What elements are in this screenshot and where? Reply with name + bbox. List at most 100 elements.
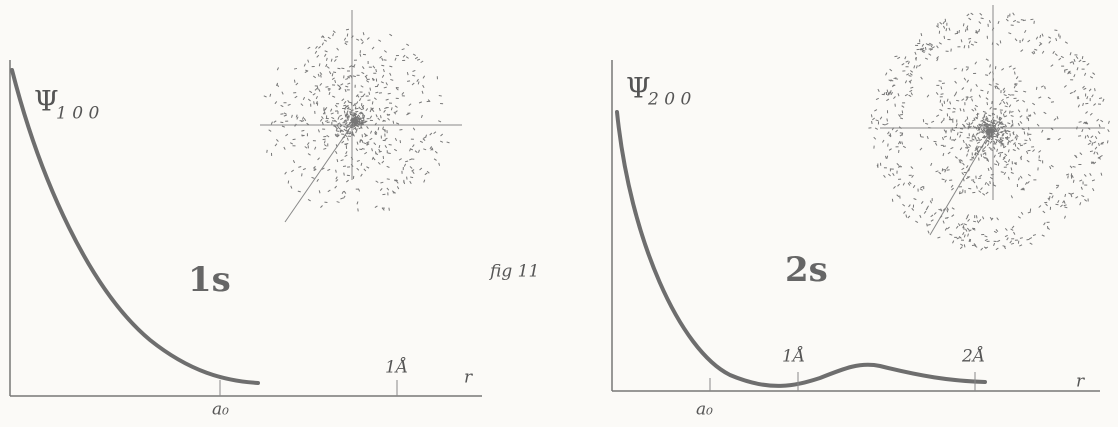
cloud-dot [409,180,412,184]
cloud-dot [996,128,1000,132]
cloud-dot [993,126,997,130]
cloud-dot [993,242,996,247]
cloud-dot [1038,159,1042,162]
cloud-dot [996,131,999,135]
cloud-dot [1084,199,1088,202]
cloud-dot [893,185,896,189]
cloud-dot [951,187,954,191]
cloud-dot [394,57,397,61]
cloud-dot [355,101,359,105]
cloud-dot [970,12,974,16]
cloud-dot [887,92,890,96]
cloud-dot [1082,85,1085,89]
cloud-dot [1010,111,1014,113]
cloud-dot [928,53,932,56]
cloud-dot [1067,175,1069,179]
cloud-dot [396,180,399,184]
cloud-dot [1067,71,1071,75]
cloud-dot [966,153,968,157]
cloud-dot [392,120,395,124]
cloud-dot [375,68,377,73]
cloud-dot [340,83,344,86]
cloud-dot [364,74,368,78]
cloud-dot [905,60,909,63]
cloud-dot [1029,242,1033,245]
cloud-dot [920,32,923,37]
cloud-dot [906,73,910,76]
cloud-dot [980,128,983,132]
cloud-dot [875,97,879,101]
cloud-dot [360,173,363,177]
cloud-dot [978,28,981,33]
cloud-dot [1100,172,1103,176]
cloud-dot [332,95,336,98]
cloud-dot [990,148,994,151]
cloud-dot [1010,139,1014,142]
cloud-dot [973,117,976,121]
cloud-dot [1026,159,1030,163]
cloud-dot [411,82,415,86]
psi-subscript: 1 0 0 [56,104,99,124]
cloud-dot [988,123,992,126]
cloud-dot [946,98,949,102]
cloud-dot [344,106,347,110]
cloud-dot [350,156,354,160]
cloud-dot [1022,19,1027,22]
cloud-dot [959,246,963,250]
cloud-dot [1024,181,1028,185]
cloud-dot [1081,195,1085,198]
cloud-dot [360,95,364,98]
cloud-dot [1082,102,1084,107]
cloud-dot [944,227,948,231]
cloud-dot [974,61,978,65]
cloud-dot [943,35,946,39]
cloud-dot [1069,165,1073,169]
cloud-dot [925,122,929,125]
cloud-dot [294,95,298,99]
cloud-dot [958,159,962,162]
cloud-dot [978,219,982,223]
cloud-dot [1014,83,1018,86]
cloud-dot [996,121,998,125]
cloud-dot [386,187,390,191]
cloud-dot [1006,137,1010,139]
cloud-dot [975,126,979,130]
cloud-dot [1050,164,1054,168]
cloud-dot [970,122,974,125]
cloud-dot [362,116,365,121]
cloud-dot [312,93,316,96]
cloud-dot [300,103,304,107]
cloud-dot [351,131,354,135]
cloud-dot [1097,156,1101,159]
cloud-dot [1076,126,1078,130]
cloud-dot [380,81,384,84]
cloud-dot [987,132,989,136]
cloud-dot [1079,152,1083,156]
cloud-dot [281,91,284,95]
cloud-dot [974,41,978,44]
cloud-dot [1092,72,1096,75]
cloud-dot [366,166,370,169]
cloud-dot [1019,244,1023,247]
cloud-dot [1004,153,1008,157]
cloud-dot [1060,55,1064,59]
cloud-dot [993,132,996,135]
cloud-dot [352,118,356,121]
cloud-dot [965,143,968,147]
axis-label: r [464,368,473,388]
cloud-dot [982,127,986,131]
cloud-dot [976,145,980,149]
cloud-dot [344,119,348,123]
cloud-dot [989,140,993,144]
cloud-dot [907,215,911,219]
cloud-dot [350,123,354,127]
cloud-dot [913,198,917,201]
cloud-dot [995,138,999,141]
cloud-dot [1075,56,1079,59]
cloud-dot [390,107,393,111]
cloud-dot [982,192,986,196]
cloud-dot [946,226,950,230]
cloud-dot [408,103,412,107]
cloud-dot [423,148,427,151]
cloud-dot [1068,192,1072,195]
